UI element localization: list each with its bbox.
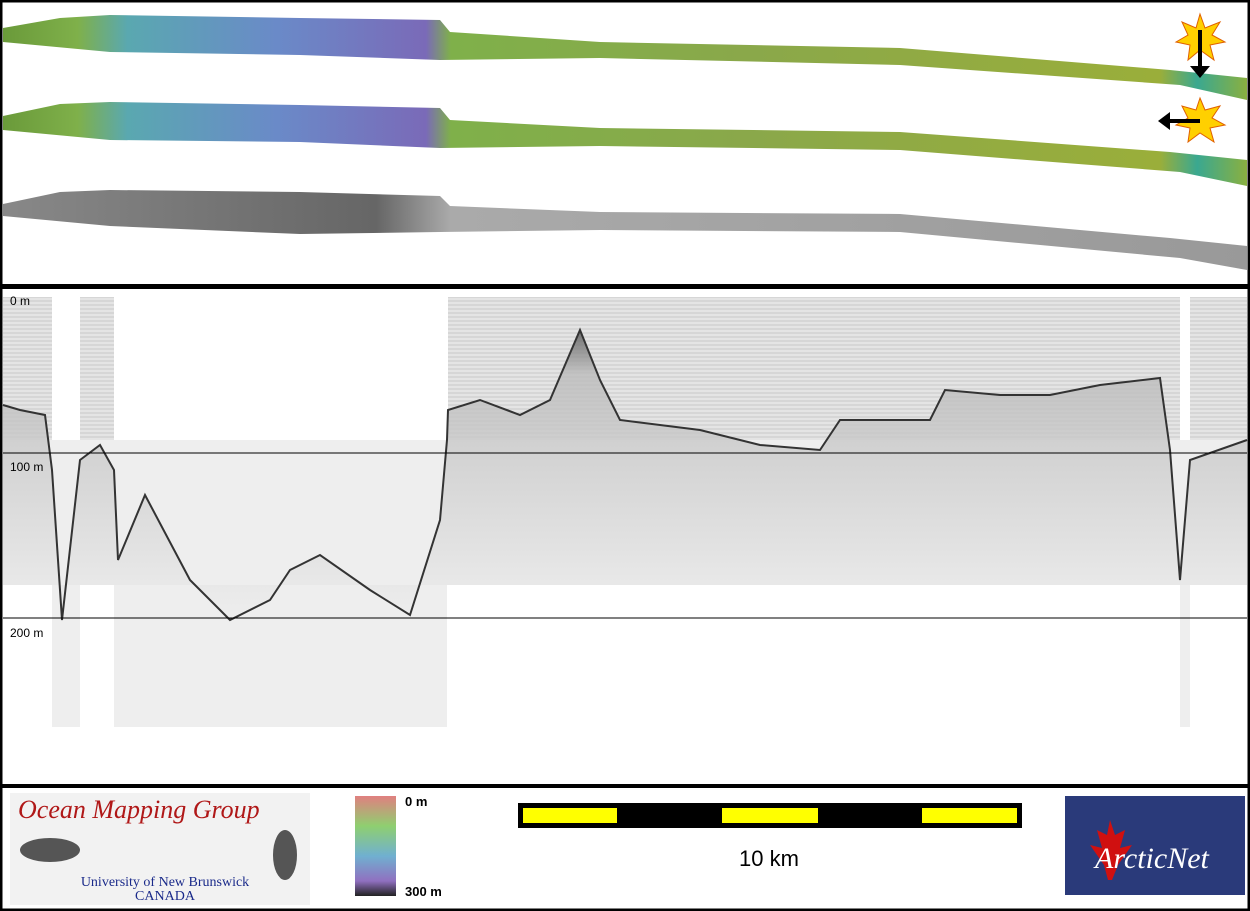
maple-leaf — [1090, 820, 1132, 880]
separator — [0, 784, 1250, 788]
strip-backscatter — [3, 190, 1247, 270]
logo-shape — [20, 838, 80, 862]
scale-bar-segment — [922, 808, 1017, 823]
strip-shaded-1 — [3, 15, 1247, 100]
logo-left: Ocean Mapping Group University of New Br… — [10, 793, 310, 905]
sun-icon — [1158, 96, 1227, 144]
colorbar-gradient — [355, 796, 396, 896]
scale-bar: 10 km — [518, 803, 1022, 871]
profile-panel: 0 m 100 m 200 m — [2, 294, 1248, 727]
separator — [0, 284, 1250, 289]
logo-title: ArcticNet — [1093, 842, 1210, 875]
logo-right: ArcticNet — [1065, 796, 1245, 895]
logo-background — [1065, 796, 1245, 895]
depth-label: 100 m — [10, 460, 43, 474]
scale-bar-segment — [722, 808, 818, 823]
logo-shape — [273, 830, 297, 880]
logo-country: CANADA — [135, 889, 196, 904]
water-column — [1190, 297, 1247, 440]
colorbar: 0 m 300 m — [355, 794, 442, 899]
logo-title: Ocean Mapping Group — [18, 795, 260, 824]
seafloor-echo — [3, 330, 1247, 620]
depth-label: 200 m — [10, 626, 43, 640]
colorbar-top-label: 0 m — [405, 794, 427, 809]
water-column — [80, 297, 114, 440]
strip-shaded-2 — [3, 102, 1247, 186]
colorbar-bottom-label: 300 m — [405, 884, 442, 899]
relief-strips — [3, 12, 1247, 270]
scale-bar-segment — [523, 808, 617, 823]
scale-bar-label: 10 km — [739, 846, 799, 871]
seafloor-line — [2, 327, 1248, 622]
logo-subtitle: University of New Brunswick — [81, 875, 249, 890]
depth-label: 0 m — [10, 294, 30, 308]
sun-icon — [1174, 12, 1227, 78]
